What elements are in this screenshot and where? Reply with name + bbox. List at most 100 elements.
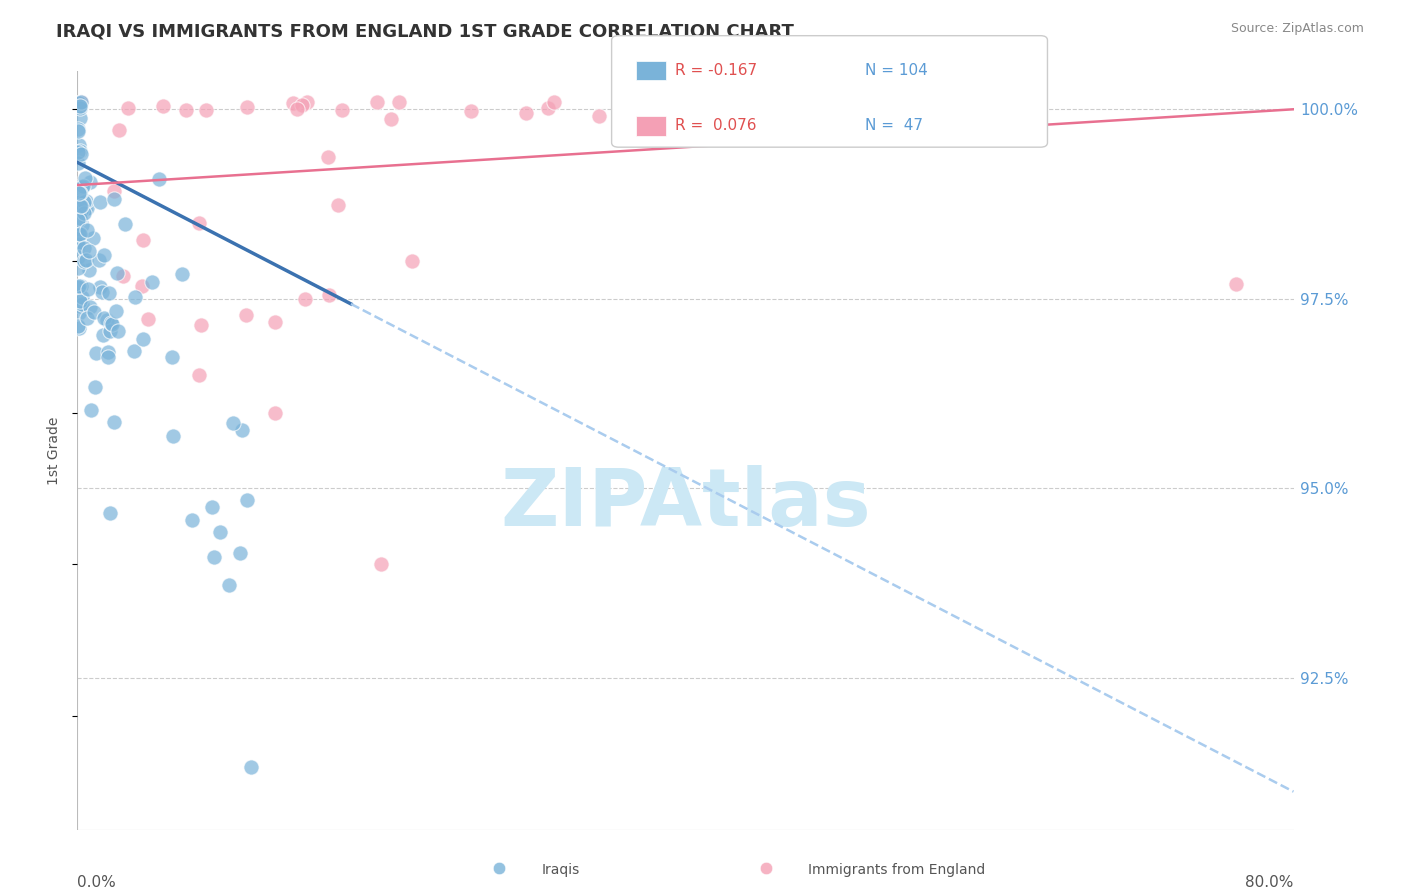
Point	[70, 289, 93, 303]
Point	[67, 306, 90, 320]
Point	[70, 179, 93, 194]
Point	[170, 267, 193, 281]
Point	[201, 500, 224, 514]
Point	[1225, 277, 1247, 291]
Text: IRAQI VS IMMIGRANTS FROM ENGLAND 1ST GRADE CORRELATION CHART: IRAQI VS IMMIGRANTS FROM ENGLAND 1ST GRA…	[56, 22, 794, 40]
Point	[103, 192, 125, 206]
Point	[69, 227, 91, 242]
Point	[67, 260, 90, 275]
Point	[366, 95, 388, 109]
Point	[103, 184, 125, 198]
Point	[136, 312, 159, 326]
Point	[209, 525, 232, 540]
Point	[70, 147, 93, 161]
Point	[111, 268, 134, 283]
Point	[67, 124, 90, 138]
Point	[543, 95, 565, 110]
Point	[648, 98, 671, 112]
Point	[69, 111, 91, 125]
Point	[67, 99, 90, 113]
Point	[72, 254, 94, 268]
Point	[316, 150, 339, 164]
Point	[160, 350, 183, 364]
Point	[75, 194, 97, 209]
Point	[188, 368, 211, 382]
Point	[76, 310, 98, 325]
Point	[67, 278, 90, 293]
Point	[67, 137, 90, 152]
Point	[107, 324, 129, 338]
Point	[67, 186, 90, 200]
Point	[222, 416, 245, 430]
Point	[295, 95, 318, 109]
Point	[75, 253, 97, 268]
Text: Source: ZipAtlas.com: Source: ZipAtlas.com	[1230, 22, 1364, 36]
Point	[240, 760, 263, 774]
Point	[82, 231, 104, 245]
Point	[132, 234, 155, 248]
Point	[76, 222, 98, 236]
Point	[460, 103, 482, 118]
Point	[108, 123, 131, 137]
Point	[73, 202, 96, 217]
Point	[103, 415, 125, 429]
Point	[100, 324, 122, 338]
Point	[285, 103, 308, 117]
Point	[67, 318, 90, 333]
Point	[588, 110, 610, 124]
Point	[67, 280, 90, 294]
Point	[740, 96, 762, 111]
Point	[281, 96, 304, 111]
Point	[318, 287, 340, 301]
Point	[188, 216, 211, 230]
Point	[70, 95, 93, 109]
Text: Immigrants from England: Immigrants from England	[808, 863, 986, 877]
Point	[77, 263, 100, 277]
Point	[67, 180, 90, 194]
Point	[229, 546, 252, 560]
Point	[67, 145, 90, 160]
Point	[152, 99, 174, 113]
Point	[105, 266, 128, 280]
Point	[67, 321, 90, 335]
Point	[786, 95, 808, 109]
Point	[235, 492, 257, 507]
Point	[67, 195, 90, 210]
Point	[709, 121, 731, 136]
Point	[174, 103, 197, 117]
Point	[69, 144, 91, 158]
Point	[67, 237, 90, 252]
Point	[73, 171, 96, 186]
Point	[294, 292, 316, 306]
Point	[77, 244, 100, 258]
Point	[235, 100, 257, 114]
Point	[70, 297, 93, 311]
Text: R = -0.167: R = -0.167	[675, 63, 756, 78]
Point	[755, 861, 778, 875]
Point	[84, 346, 107, 360]
Point	[67, 122, 90, 136]
Point	[97, 350, 120, 364]
Point	[388, 95, 411, 109]
Point	[692, 102, 714, 116]
Point	[264, 314, 287, 328]
Y-axis label: 1st Grade: 1st Grade	[48, 417, 62, 484]
Point	[89, 252, 111, 267]
Point	[67, 227, 90, 242]
Point	[202, 549, 225, 564]
Point	[181, 513, 204, 527]
Point	[141, 275, 163, 289]
Point	[291, 97, 314, 112]
Point	[131, 332, 153, 346]
Point	[69, 293, 91, 308]
Point	[231, 423, 253, 437]
Point	[69, 186, 91, 200]
Point	[401, 253, 423, 268]
Point	[72, 206, 94, 220]
Point	[67, 231, 90, 245]
Point	[70, 199, 93, 213]
Point	[79, 175, 101, 189]
Point	[218, 578, 240, 592]
Text: N = 104: N = 104	[865, 63, 928, 78]
Point	[89, 195, 111, 210]
